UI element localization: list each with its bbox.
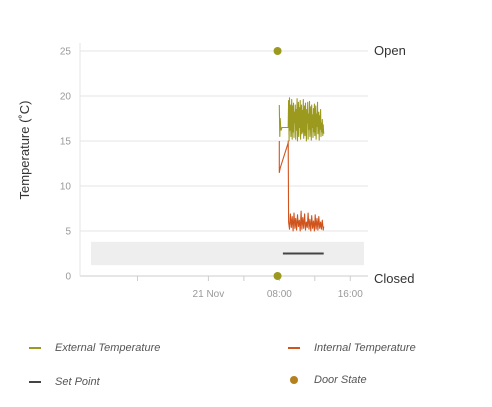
setpoint-band	[91, 241, 364, 266]
legend-label-door: Door State	[314, 374, 367, 386]
y-tick-label: 10	[60, 182, 72, 193]
state-label-open: Open	[374, 43, 406, 58]
legend-swatch-external	[29, 347, 41, 349]
x-tick-label: 21 Nov	[193, 289, 225, 300]
y-tick-label: 20	[60, 92, 72, 103]
legend-swatch-setpoint	[29, 381, 41, 383]
series	[273, 47, 328, 280]
legend-label-internal: Internal Temperature	[314, 342, 416, 354]
setpoint-band-rect	[91, 241, 364, 266]
state-label-closed: Closed	[374, 271, 414, 286]
y-tick-label: 25	[60, 47, 72, 58]
door-state-point-closed	[273, 272, 282, 280]
axes: Temperature (˚C) Open Closed 0 5 10 15 20 25 2…	[17, 43, 414, 300]
legend-item-door[interactable]: Door State	[288, 374, 367, 386]
x-tick-label: 16:00	[338, 289, 363, 300]
door-state-point-open	[273, 47, 282, 55]
y-tick-label: 5	[65, 227, 71, 238]
series-internal-temperature	[278, 140, 325, 232]
y-tick-label: 0	[65, 272, 71, 283]
y-axis-title: Temperature (˚C)	[17, 101, 32, 200]
legend-item-external[interactable]: External Temperature	[29, 342, 160, 354]
temperature-chart: Temperature (˚C) Open Closed 0 5 10 15 20 25 2…	[17, 43, 414, 300]
legend-swatch-internal	[288, 347, 300, 349]
y-tick-label: 15	[60, 137, 72, 148]
x-tick-label: 08:00	[267, 289, 292, 300]
legend-item-setpoint[interactable]: Set Point	[29, 376, 100, 388]
series-external-temperature	[278, 97, 325, 142]
legend-swatch-door	[290, 376, 298, 384]
legend-label-external: External Temperature	[55, 342, 161, 354]
legend-item-internal[interactable]: Internal Temperature	[288, 342, 416, 354]
legend-label-setpoint: Set Point	[55, 376, 100, 388]
